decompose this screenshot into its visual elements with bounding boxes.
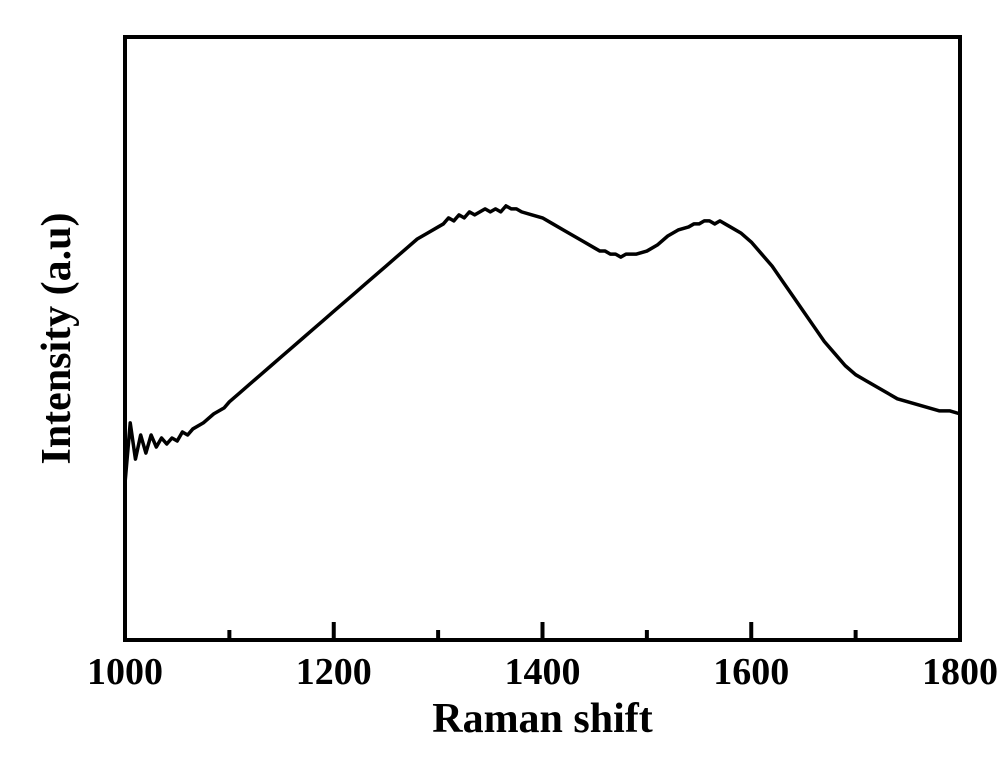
x-tick-label: 1600 — [713, 651, 789, 693]
x-tick-label: 1400 — [505, 651, 581, 693]
raman-chart: 1000 1200 1400 1600 1800 Raman shift Intensity… — [0, 0, 1000, 766]
x-tick-label: 1800 — [922, 651, 998, 693]
x-tick-label: 1200 — [296, 651, 372, 693]
y-axis-label: Intensity (a.u) — [34, 212, 80, 464]
x-tick-label: 1000 — [87, 651, 163, 693]
x-axis-label: Raman shift — [432, 696, 653, 742]
chart-svg: 1000 1200 1400 1600 1800 Raman shift Intensity… — [0, 0, 1000, 766]
